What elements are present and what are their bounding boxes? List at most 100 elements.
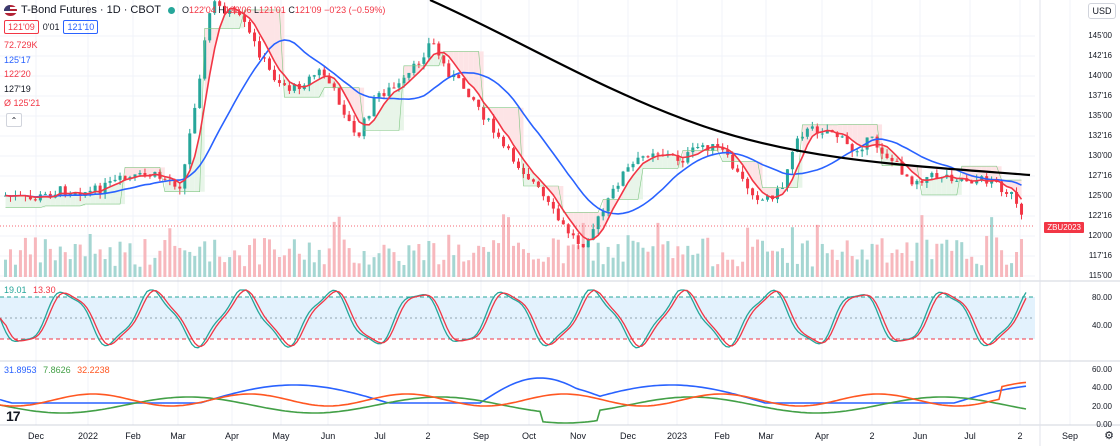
symbol-header[interactable]: T-Bond Futures · 1D · CBOT O122'04 H122'… [4, 4, 385, 16]
candle [606, 198, 610, 212]
candle [228, 10, 232, 14]
candle [497, 132, 501, 137]
candle [995, 180, 999, 182]
cloud-segment [384, 97, 389, 131]
cloud-segment [911, 165, 917, 176]
dmi-adx-line [0, 377, 1027, 404]
cloud-segment [623, 182, 629, 200]
candle [890, 157, 894, 161]
volume-bar [397, 260, 401, 277]
candle [1000, 181, 1004, 193]
volume-bar [53, 260, 57, 277]
time-axis-label: Jul [374, 431, 386, 441]
cloud-segment [752, 161, 758, 187]
candle [621, 171, 625, 186]
volume-bar [990, 217, 994, 277]
cloud-segment [792, 167, 798, 188]
volume-bar [342, 239, 346, 277]
candle [312, 75, 316, 77]
volume-bar [641, 247, 645, 277]
symbol-title[interactable]: T-Bond Futures · 1D · CBOT [21, 4, 161, 16]
volume-bar [148, 264, 152, 277]
volume-bar [302, 259, 306, 277]
candle [1010, 191, 1014, 194]
candle [462, 78, 466, 89]
volume-bar [377, 253, 381, 277]
candle [512, 148, 516, 162]
cloud-segment [553, 185, 559, 203]
candle [33, 199, 37, 201]
collapse-legend-button[interactable]: ⌃ [6, 113, 22, 127]
volume-bar [835, 259, 839, 277]
candle [805, 128, 809, 137]
time-axis-label: Jun [912, 431, 928, 441]
currency-button[interactable]: USD [1088, 3, 1116, 19]
cloud-segment [199, 104, 205, 192]
volume-bar [407, 245, 411, 277]
price-axis-label: 137'16 [1088, 91, 1112, 100]
time-axis-label: 2 [869, 431, 875, 441]
volume-bar [571, 244, 575, 277]
price-axis-label: 117'16 [1088, 251, 1112, 260]
volume-bar [223, 262, 227, 277]
stoch-legend[interactable]: 19.01 13.30 [4, 285, 56, 295]
volume-bar [546, 257, 550, 277]
volume-bar [98, 249, 102, 277]
volume-bar [332, 221, 336, 277]
volume-bar [965, 258, 969, 277]
candle [412, 63, 416, 73]
volume-bar [596, 242, 600, 277]
buy-button[interactable]: 121'10 [63, 20, 99, 34]
candle [123, 175, 127, 180]
candle [795, 138, 799, 152]
candle [551, 201, 555, 209]
candle [651, 153, 655, 158]
tradingview-logo[interactable]: 17 [6, 408, 21, 424]
candle [900, 161, 904, 175]
volume-bar [382, 244, 386, 277]
candle [845, 136, 849, 145]
candle [626, 167, 630, 172]
candle [955, 180, 959, 182]
candle [382, 93, 386, 96]
ma-slow-line [429, 0, 1031, 177]
volume-bar [716, 264, 720, 277]
volume-bar [825, 253, 829, 277]
volume-bar [985, 235, 989, 277]
candle [292, 83, 296, 91]
volume-bar [551, 238, 555, 277]
volume-bar [442, 259, 446, 277]
candle [352, 120, 356, 133]
sell-button[interactable]: 121'09 [4, 20, 39, 34]
volume-bar [975, 263, 979, 277]
volume-bar [526, 252, 530, 277]
stoch-d-line [0, 289, 1027, 348]
candle [880, 147, 884, 154]
cloud-segment [643, 160, 648, 169]
cloud-segment [503, 107, 509, 137]
cloud-segment [398, 86, 404, 131]
cloud-segment [374, 112, 380, 131]
volume-bar [656, 222, 660, 277]
volume-bar [795, 263, 799, 277]
volume-bar [113, 265, 117, 277]
time-axis-label: 2 [425, 431, 431, 441]
cloud-segment [80, 192, 86, 206]
candle [746, 178, 750, 189]
volume-bar [566, 245, 570, 277]
candle [611, 188, 615, 199]
cloud-segment [15, 195, 21, 208]
volume-bar [925, 239, 929, 277]
cloud-segment [573, 212, 579, 232]
gear-icon[interactable]: ⚙ [1104, 430, 1114, 442]
stoch-k-value: 19.01 [4, 285, 27, 295]
cloud-segment [249, 9, 255, 25]
candle [970, 181, 974, 184]
candle [855, 151, 859, 153]
stoch-axis-40: 40.00 [1091, 321, 1112, 330]
volume-bar [666, 241, 670, 277]
candle [681, 160, 685, 163]
candle [566, 224, 570, 234]
dmi-legend[interactable]: 31.8953 7.8626 32.2238 [4, 365, 110, 375]
